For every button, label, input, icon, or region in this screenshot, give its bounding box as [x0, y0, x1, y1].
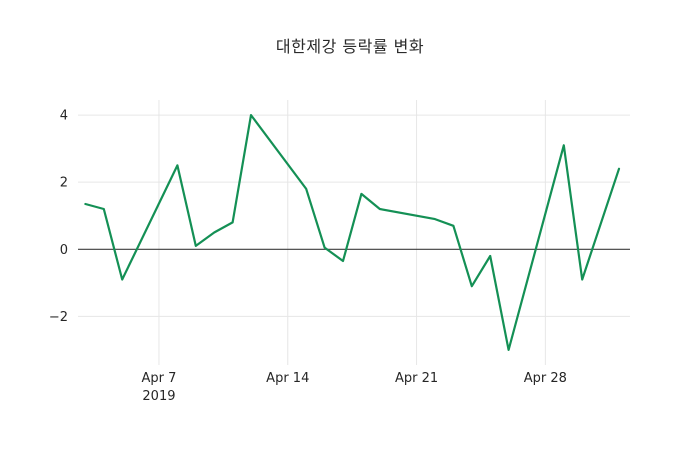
- x-tick-label: Apr 7: [142, 371, 177, 386]
- y-tick-label: −2: [49, 310, 68, 325]
- series-line: [84, 114, 621, 351]
- y-tick-label: 4: [60, 109, 68, 124]
- x-tick-label: Apr 28: [524, 371, 567, 386]
- x-axis-year-label: 2019: [142, 389, 175, 404]
- y-tick-label: 2: [60, 176, 68, 191]
- chart-title: 대한제강 등락률 변화: [275, 37, 425, 56]
- x-tick-label: Apr 14: [266, 371, 309, 386]
- y-tick-label: 0: [60, 243, 68, 258]
- x-tick-label: Apr 21: [395, 371, 438, 386]
